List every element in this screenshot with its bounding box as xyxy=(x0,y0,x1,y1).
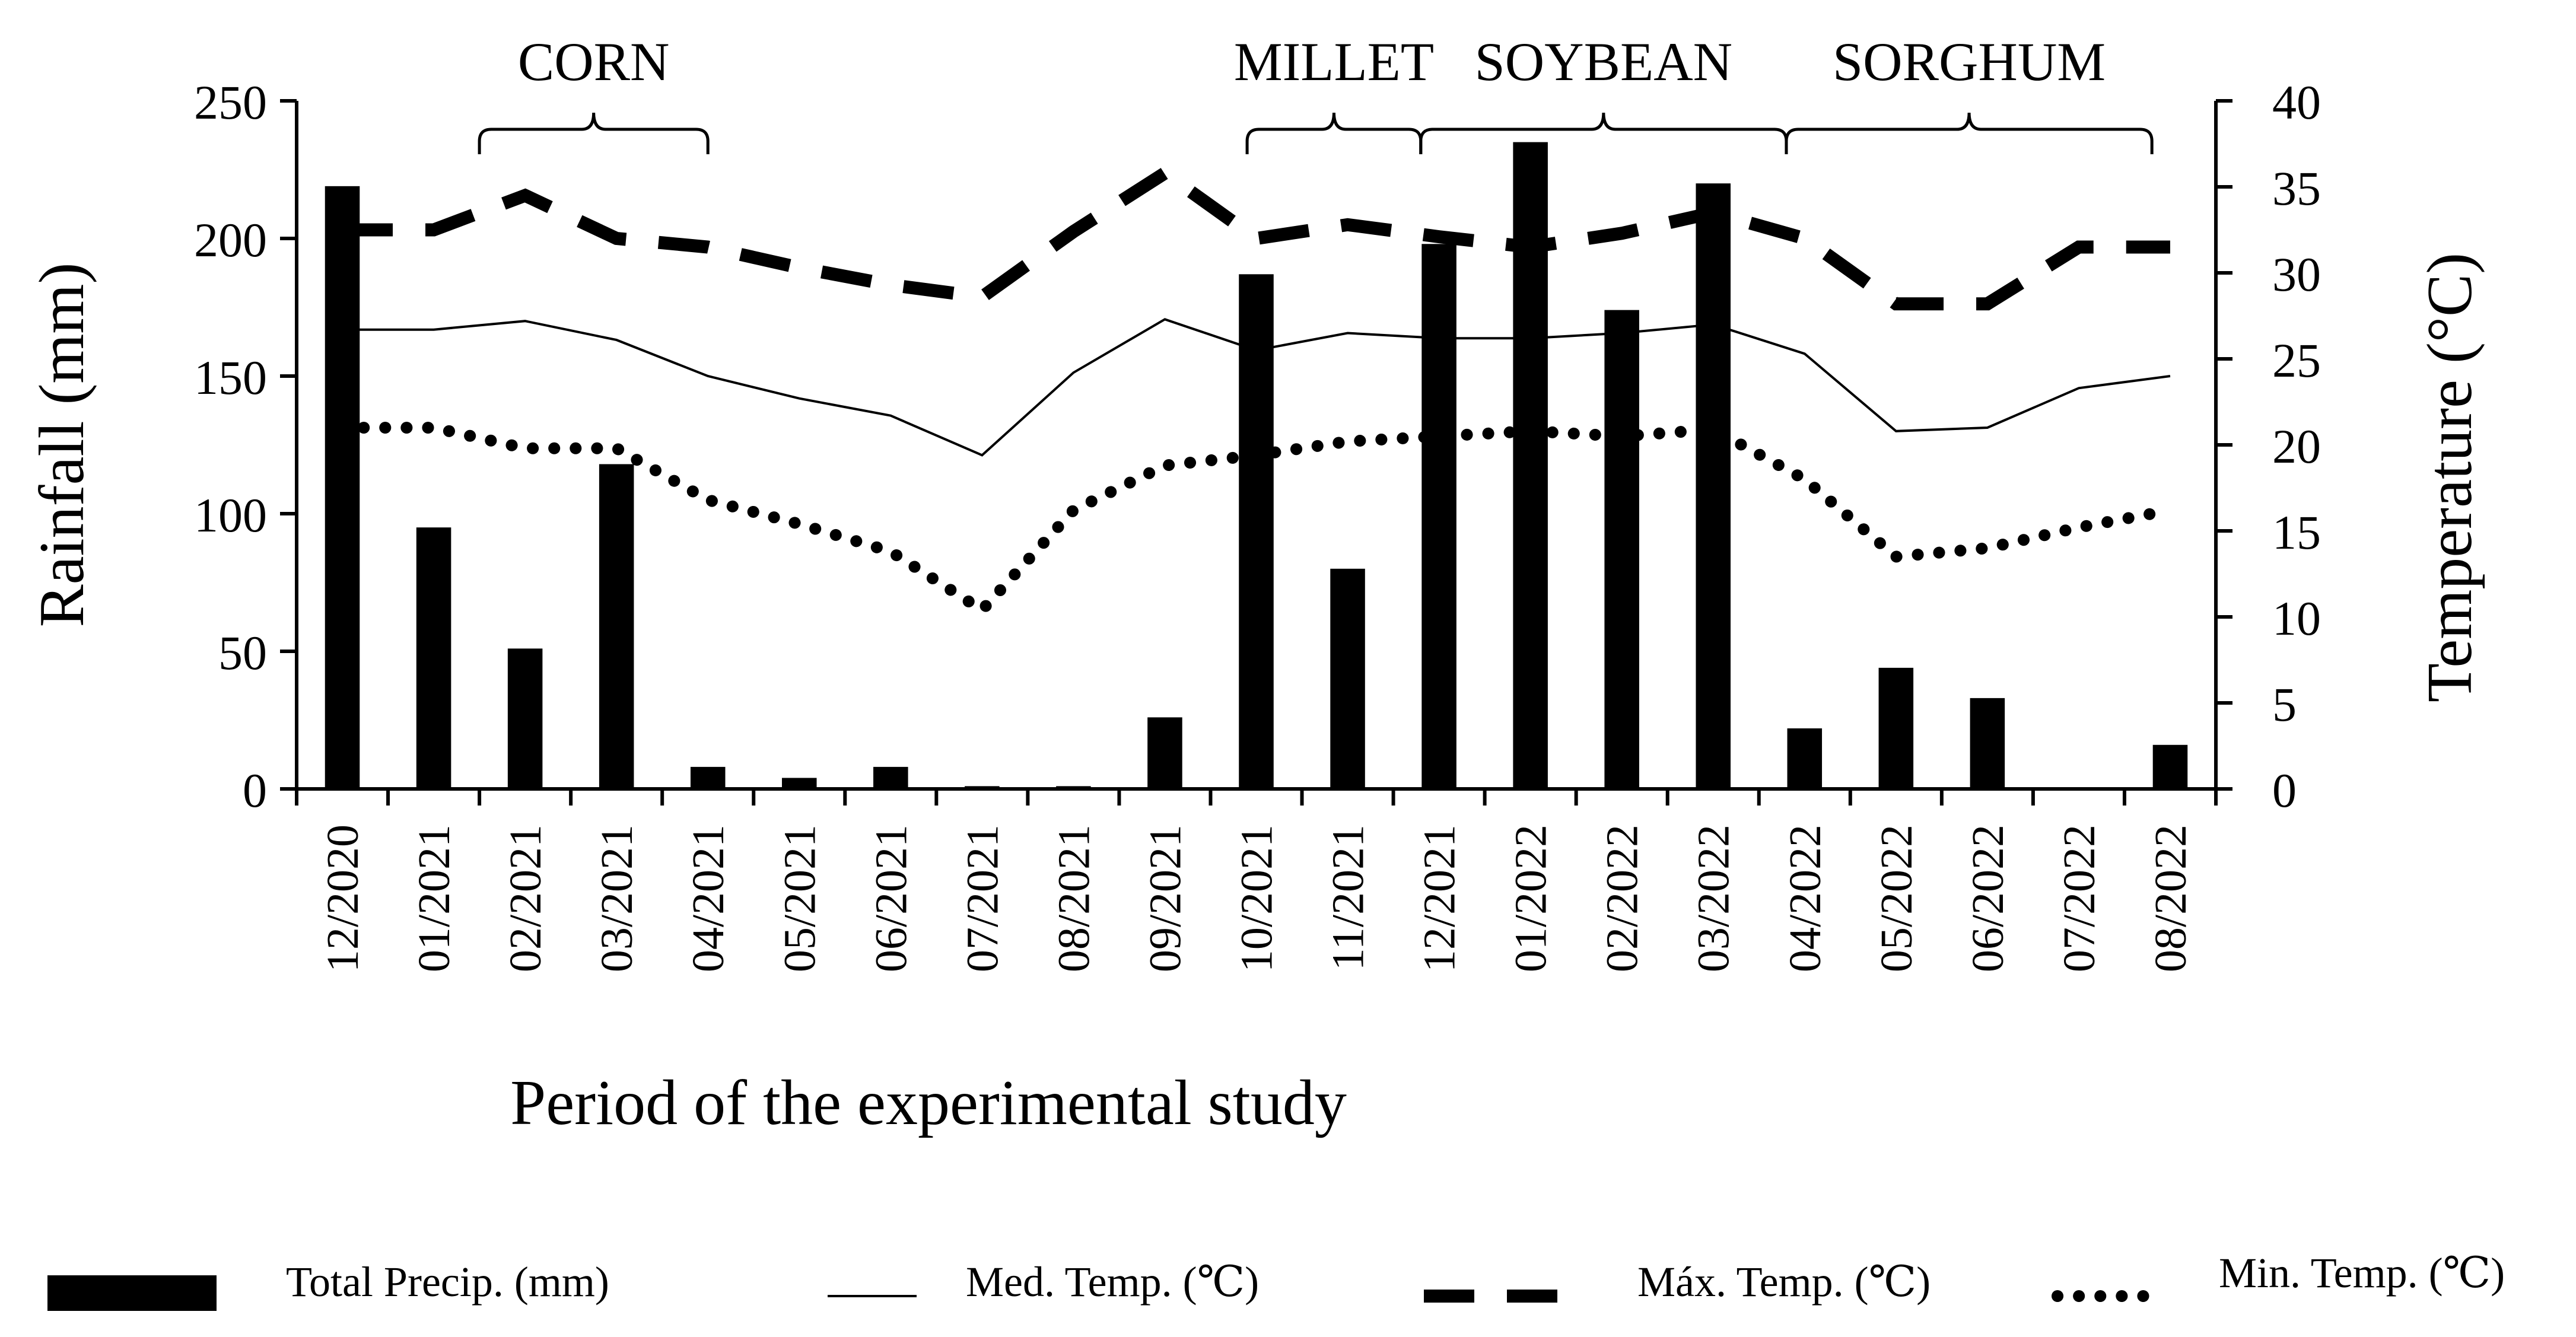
y-tick-label: 250 xyxy=(194,75,267,129)
temperature-lines xyxy=(336,165,2176,618)
precip-bars xyxy=(325,142,2188,790)
y-tick-label: 150 xyxy=(194,351,267,405)
crop-bracket xyxy=(1419,112,1788,154)
min-temp-line xyxy=(336,422,2176,618)
crop-bracket xyxy=(478,112,710,154)
x-tick-label: 02/2022 xyxy=(1598,825,1648,972)
precip-bar xyxy=(2152,744,2188,789)
y-tick-label: 0 xyxy=(243,763,267,817)
x-tick-label: 11/2021 xyxy=(1324,825,1373,970)
precip-bar xyxy=(1878,667,1914,789)
x-tick-label: 01/2022 xyxy=(1506,825,1556,972)
precip-bar xyxy=(1787,728,1823,789)
precip-bar xyxy=(1696,183,1731,789)
y2-axis-title: Temperature (°C) xyxy=(2415,253,2485,702)
y2-tick-label: 20 xyxy=(2272,419,2321,473)
legend-precip-label: Total Precip. (mm) xyxy=(286,1258,609,1306)
legend-precip-swatch xyxy=(47,1275,217,1311)
x-tick-label: 05/2021 xyxy=(775,825,825,972)
legend: Total Precip. (mm) Med. Temp. (℃) Máx. T… xyxy=(47,1249,2505,1311)
precip-bar xyxy=(1604,310,1639,789)
x-tick-label: 07/2022 xyxy=(2055,825,2104,972)
x-tick-label: 08/2021 xyxy=(1049,825,1099,972)
x-tick-label: 04/2021 xyxy=(683,825,733,972)
y-tick-label: 50 xyxy=(218,626,267,680)
x-tick-label: 12/2021 xyxy=(1415,825,1465,972)
legend-max-label: Máx. Temp. (℃) xyxy=(1637,1258,1931,1306)
x-tick-label: 09/2021 xyxy=(1140,825,1190,972)
y2-tick-label: 30 xyxy=(2272,247,2321,301)
x-tick-label: 06/2022 xyxy=(1963,825,2013,972)
x-tick-label: 03/2021 xyxy=(592,825,642,972)
y2-tick-label: 40 xyxy=(2272,75,2321,129)
x-tick-label: 07/2021 xyxy=(958,825,1007,972)
y2-tick-label: 0 xyxy=(2272,763,2297,817)
x-tick-label: 06/2021 xyxy=(866,825,916,972)
crop-bracket xyxy=(1785,112,2154,154)
y2-tick-label: 5 xyxy=(2272,677,2297,731)
max-temp-line xyxy=(342,165,2170,311)
x-tick-label: 10/2021 xyxy=(1232,825,1282,972)
precip-bar xyxy=(873,766,908,789)
x-tick-label: 12/2020 xyxy=(318,825,368,972)
y-tick-label: 100 xyxy=(194,488,267,542)
legend-med-label: Med. Temp. (℃) xyxy=(966,1258,1259,1306)
x-tick-label: 05/2022 xyxy=(1872,825,1922,972)
crop-label: SORGHUM xyxy=(1833,31,2106,92)
y2-tick-label: 25 xyxy=(2272,333,2321,387)
y2-tick-label: 35 xyxy=(2272,161,2321,215)
crop-label: CORN xyxy=(518,31,670,92)
precip-bar xyxy=(1147,717,1182,789)
x-tick-label: 02/2021 xyxy=(501,825,551,972)
med-temp-line xyxy=(342,318,2171,457)
crop-bracket xyxy=(1245,112,1423,154)
y-tick-label: 200 xyxy=(194,213,267,267)
x-tick-label: 01/2021 xyxy=(409,825,459,972)
precip-bar xyxy=(325,186,360,790)
y-axis-title: Rainfall (mm) xyxy=(27,263,97,628)
precip-bar xyxy=(1421,244,1456,789)
x-tick-label: 03/2022 xyxy=(1689,825,1739,972)
crop-label: SOYBEAN xyxy=(1475,31,1732,92)
crop-label: MILLET xyxy=(1234,31,1434,92)
precip-bar xyxy=(690,766,726,789)
precip-bar xyxy=(507,648,543,789)
precip-bar xyxy=(1239,274,1274,789)
precip-bar xyxy=(599,464,634,789)
precip-bar xyxy=(1330,568,1365,789)
precip-bar xyxy=(781,778,817,789)
y2-tick-label: 10 xyxy=(2272,591,2321,645)
x-axis-title: Period of the experimental study xyxy=(510,1068,1347,1138)
precip-bar xyxy=(416,527,451,789)
crop-brackets: CORN MILLET SOYBEAN SORGHUM xyxy=(478,31,2154,154)
ticks: 0 50 100 150 200 250 0 5 10 15 20 25 30 35 40 12/2020 01… xyxy=(194,75,2321,972)
legend-min-label: Min. Temp. (℃) xyxy=(2219,1249,2505,1297)
x-tick-label: 08/2022 xyxy=(2146,825,2196,972)
y2-tick-label: 15 xyxy=(2272,505,2321,559)
precip-bar xyxy=(1970,698,2005,789)
x-tick-label: 04/2022 xyxy=(1780,825,1830,972)
